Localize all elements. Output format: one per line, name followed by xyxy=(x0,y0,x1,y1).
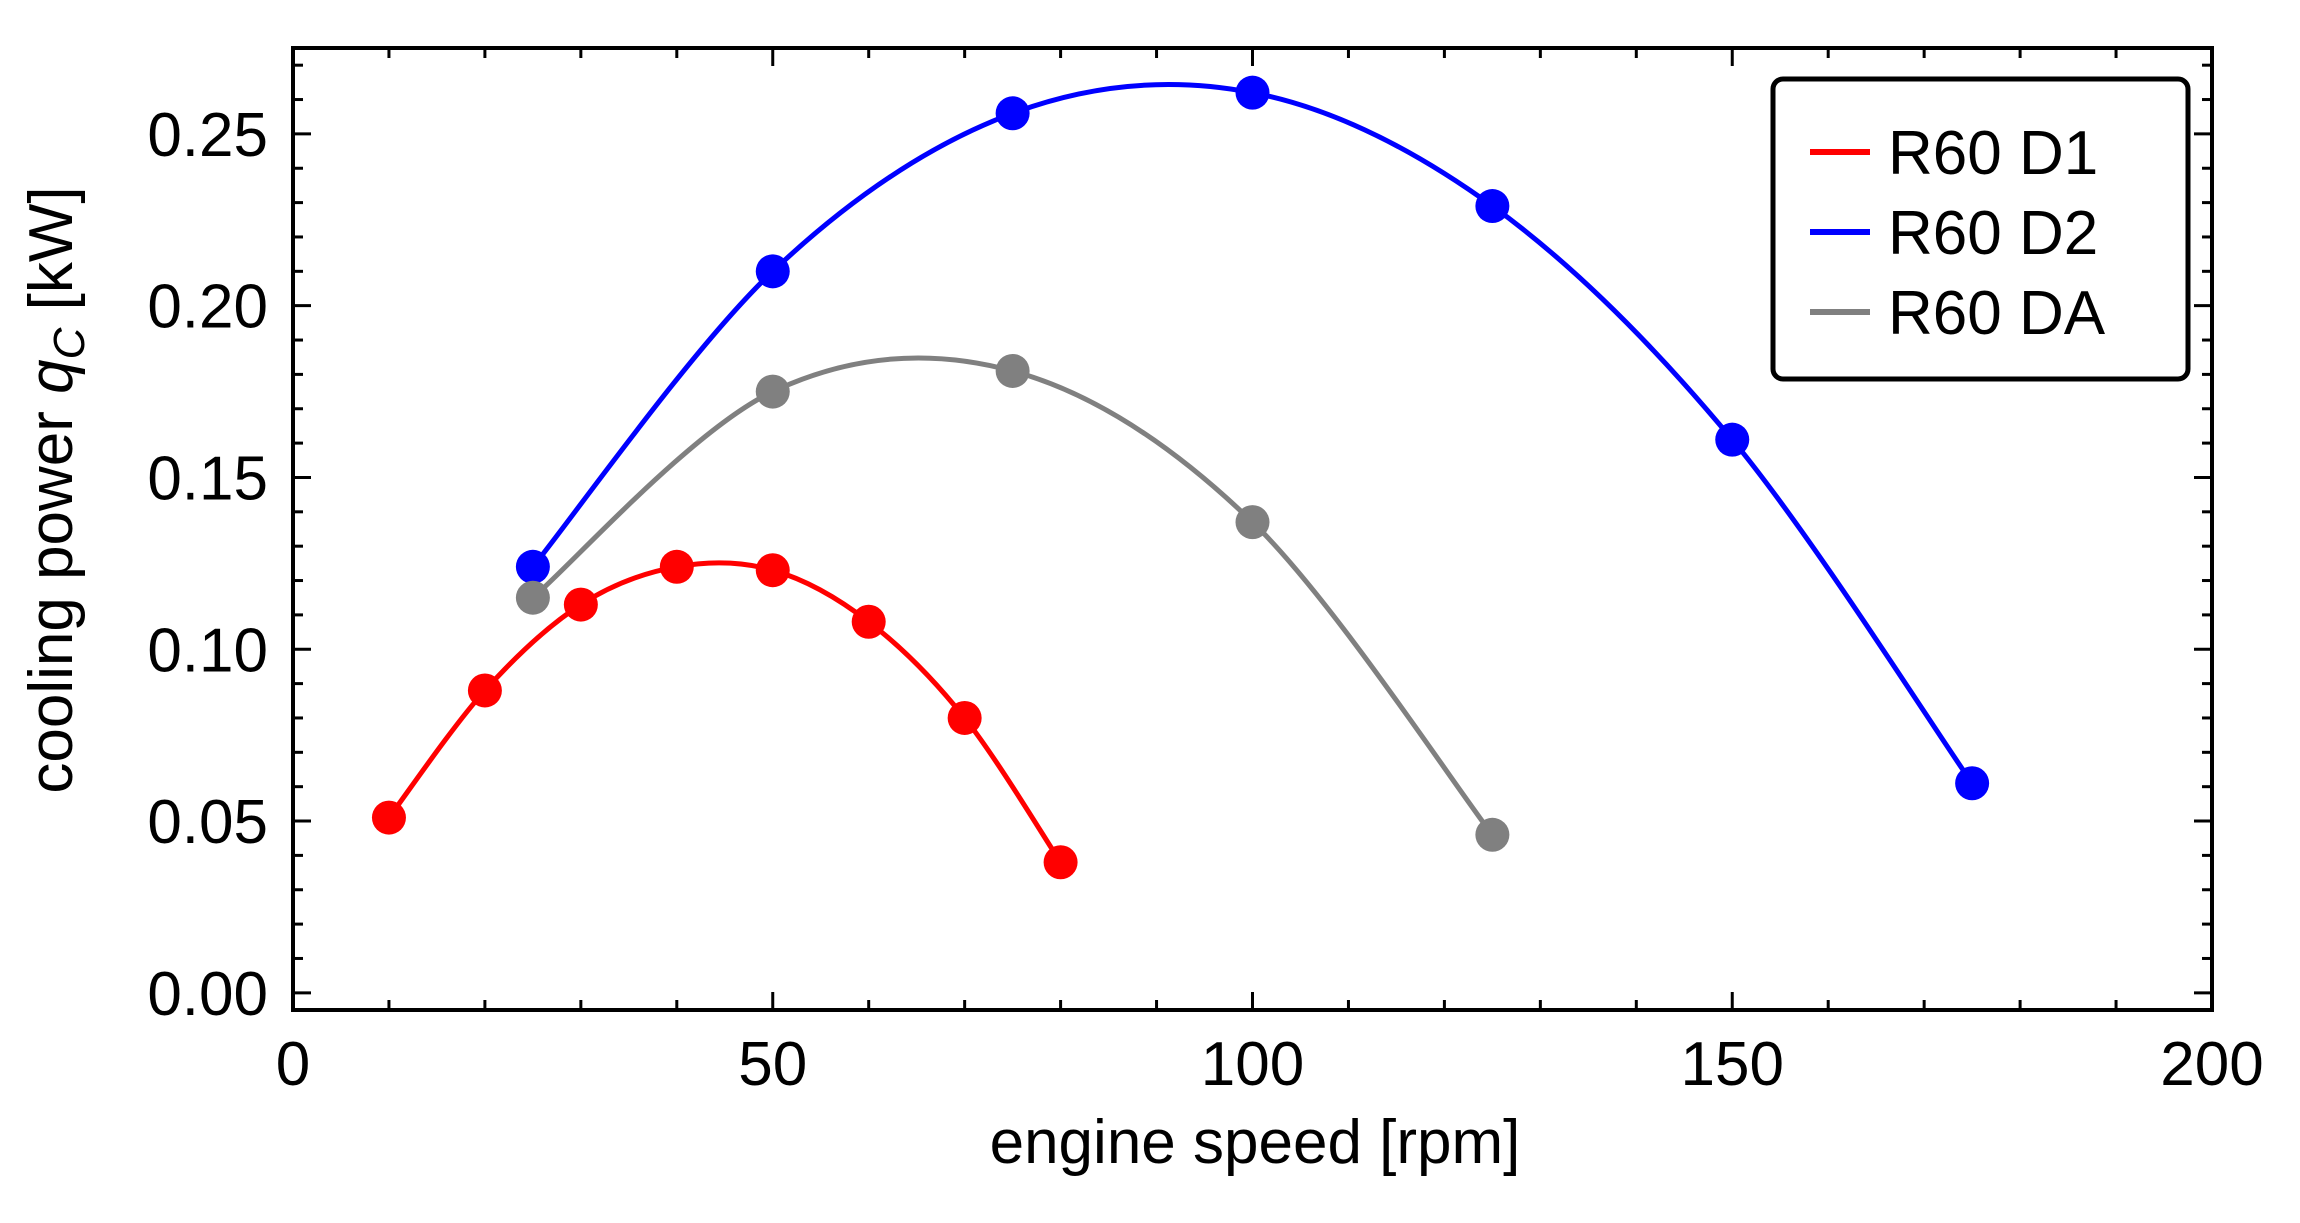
series-r60-da xyxy=(515,353,1510,852)
data-point-r60-d1 xyxy=(371,800,406,835)
series-layer xyxy=(371,75,1990,880)
data-point-r60-d2 xyxy=(755,254,790,289)
data-point-r60-da xyxy=(1475,817,1510,852)
data-point-r60-d1 xyxy=(755,553,790,588)
y-tick-label: 0.10 xyxy=(147,616,268,685)
data-point-r60-da xyxy=(755,374,790,409)
legend-label-r60-d1: R60 D1 xyxy=(1888,119,2098,188)
data-point-r60-d2 xyxy=(1235,75,1270,110)
data-point-r60-d2 xyxy=(1715,422,1750,457)
x-tick-label: 150 xyxy=(1681,1030,1784,1099)
data-point-r60-d1 xyxy=(659,549,694,584)
legend-item-r60-da: R60 DA xyxy=(1810,279,2106,348)
y-tick-label: 0.05 xyxy=(147,788,268,857)
data-point-r60-d2 xyxy=(1955,766,1990,801)
data-point-r60-da xyxy=(1235,505,1270,540)
tick-labels: 0 50 100 150 200 0.00 0.05 0.10 0.15 0.20 0.25 xyxy=(147,101,2263,1099)
legend-label-r60-d2: R60 D2 xyxy=(1888,199,2098,268)
series-line-r60-da xyxy=(530,355,1495,838)
y-tick-label: 0.20 xyxy=(147,273,268,342)
legend-item-r60-d1: R60 D1 xyxy=(1810,119,2098,188)
x-tick-label: 200 xyxy=(2160,1030,2263,1099)
data-point-r60-d2 xyxy=(995,96,1030,131)
legend-label-r60-da: R60 DA xyxy=(1888,279,2106,348)
legend-box xyxy=(1770,76,2191,382)
x-tick-label: 50 xyxy=(738,1030,807,1099)
y-tick-label: 0.00 xyxy=(147,960,268,1029)
data-point-r60-d1 xyxy=(851,604,886,639)
legend-item-r60-d2: R60 D2 xyxy=(1810,199,2098,268)
data-point-r60-d1 xyxy=(947,700,982,735)
y-axis-title-suffix: [kW] xyxy=(17,186,86,327)
data-point-r60-d1 xyxy=(1043,845,1078,880)
y-tick-label: 0.15 xyxy=(147,444,268,513)
y-axis-title: cooling power qC [kW] xyxy=(17,186,94,793)
y-tick-label: 0.25 xyxy=(147,101,268,170)
data-point-r60-d1 xyxy=(563,587,598,622)
legend: R60 D1 R60 D2 R60 DA xyxy=(1770,76,2191,382)
data-point-r60-d2 xyxy=(515,549,550,584)
y-axis-title-symbol: q xyxy=(17,359,86,394)
data-point-r60-da xyxy=(995,353,1030,388)
series-r60-d2 xyxy=(515,75,1990,801)
series-line-r60-d2 xyxy=(530,82,1975,786)
x-tick-label: 0 xyxy=(276,1030,310,1099)
y-axis-title-prefix: cooling power xyxy=(17,394,86,794)
series-r60-d1 xyxy=(371,549,1078,880)
data-point-r60-da xyxy=(515,580,550,615)
data-point-r60-d2 xyxy=(1475,189,1510,224)
axis-ticks xyxy=(291,48,2214,1010)
x-axis-title: engine speed [rpm] xyxy=(990,1108,1521,1177)
x-tick-label: 100 xyxy=(1201,1030,1304,1099)
y-axis-title-subscript: C xyxy=(45,326,94,359)
data-point-r60-d1 xyxy=(467,673,502,708)
